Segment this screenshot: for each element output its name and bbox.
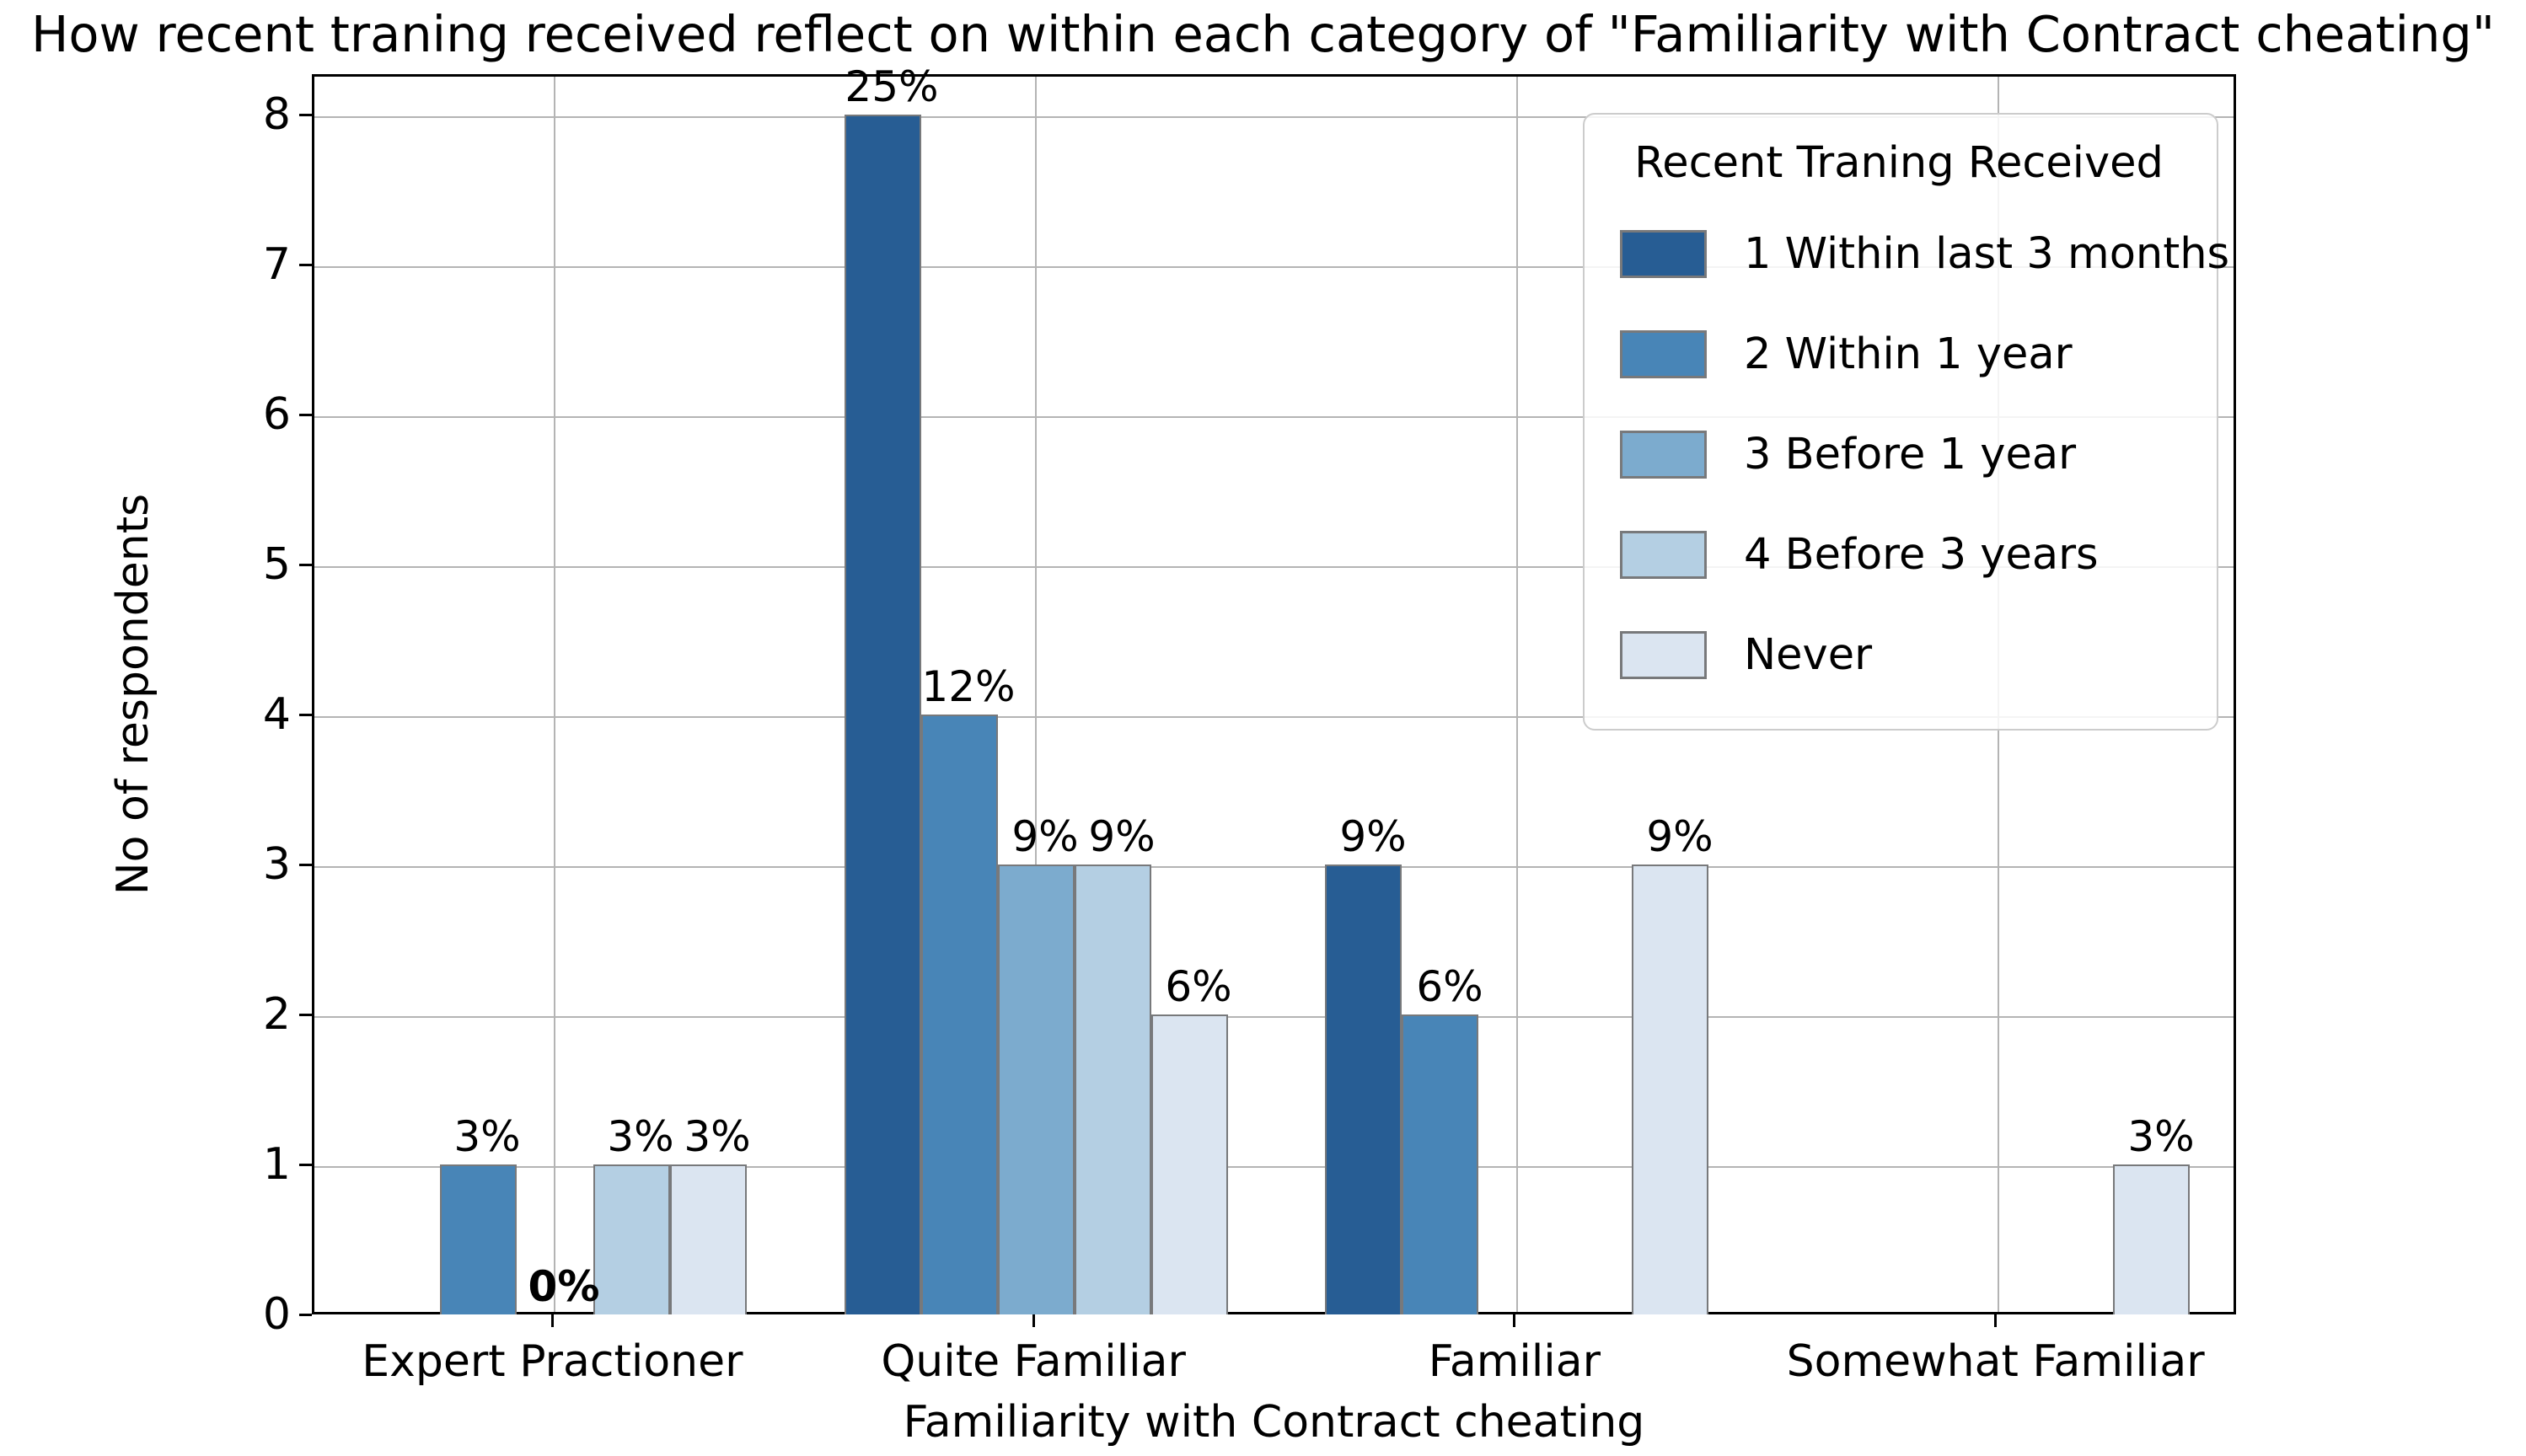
gridline-horizontal [314, 266, 2234, 269]
legend-label: Never [1744, 630, 1873, 680]
legend-label: 3 Before 1 year [1744, 430, 2077, 479]
y-axis-label: No of respondents [108, 493, 158, 896]
bar-value-label: 12% [921, 662, 1016, 711]
bar [1325, 864, 1402, 1314]
legend-label: 1 Within last 3 months [1744, 229, 2230, 279]
legend-entries: 1 Within last 3 months 2 Within 1 year 3 B… [1601, 204, 2229, 705]
y-tick-label: 8 [262, 89, 291, 141]
bar [593, 1164, 670, 1314]
bar-value-label: 3% [2127, 1112, 2195, 1161]
legend-swatch [1620, 531, 1707, 579]
bar-value-label: 9% [1088, 812, 1156, 861]
bar [670, 1164, 747, 1314]
bar-value-label: 25% [845, 62, 939, 111]
gridline-horizontal [314, 416, 2234, 419]
bar [921, 715, 998, 1314]
x-axis-label: Familiarity with Contract cheating [903, 1397, 1645, 1448]
y-tick-label: 5 [262, 539, 291, 591]
bar [998, 864, 1075, 1314]
x-tick-mark [1513, 1314, 1516, 1327]
x-tick-label: Familiar [1428, 1336, 1601, 1387]
bar [440, 1164, 517, 1314]
bar-value-label: 3% [684, 1112, 751, 1161]
y-tick-label: 7 [262, 239, 291, 291]
y-tick-label: 0 [262, 1289, 291, 1340]
legend-label: 4 Before 3 years [1744, 530, 2099, 580]
bar-value-label: 6% [1165, 962, 1232, 1011]
gridline-vertical [1035, 77, 1038, 1312]
legend-box: Recent Traning Received 1 Within last 3 … [1583, 113, 2229, 731]
legend-swatch [1620, 631, 1707, 679]
legend-title: Recent Traning Received [1634, 138, 2164, 188]
legend-swatch [1620, 330, 1707, 378]
y-tick-label: 4 [262, 689, 291, 741]
y-tick-mark [299, 713, 312, 716]
y-tick-mark [299, 113, 312, 116]
y-tick-mark [299, 563, 312, 566]
y-tick-mark [299, 1013, 312, 1016]
y-tick-label: 3 [262, 839, 291, 891]
chart-title: How recent traning received reflect on w… [30, 5, 2495, 63]
gridline-horizontal [314, 566, 2234, 569]
bar [1632, 864, 1708, 1314]
bar-value-label: 6% [1416, 962, 1483, 1011]
y-tick-label: 6 [262, 389, 291, 441]
bar [1151, 1014, 1228, 1314]
gridline-horizontal [314, 1016, 2234, 1018]
legend-entry: 3 Before 1 year [1601, 404, 2196, 505]
gridline-horizontal [314, 866, 2234, 869]
bar-value-label: 9% [1339, 812, 1407, 861]
x-tick-mark [550, 1314, 554, 1327]
bar-value-label: 9% [1011, 812, 1079, 861]
gridline-vertical [554, 77, 556, 1312]
y-tick-label: 2 [262, 989, 291, 1040]
gridline-horizontal [314, 716, 2234, 719]
gridline-vertical [1515, 77, 1518, 1312]
y-tick-mark [299, 263, 312, 266]
y-tick-mark [299, 413, 312, 416]
x-tick-mark [1994, 1314, 1998, 1327]
gridline-horizontal [314, 1166, 2234, 1168]
y-tick-label: 1 [262, 1139, 291, 1190]
bar-value-label: 0% [528, 1262, 600, 1311]
legend-entry: 1 Within last 3 months [1601, 204, 2229, 304]
y-tick-mark [299, 1163, 312, 1166]
legend-swatch [1620, 230, 1707, 278]
x-tick-label: Quite Familiar [881, 1336, 1186, 1387]
legend-entry: Never [1601, 605, 2196, 705]
y-tick-mark [299, 1313, 312, 1316]
x-tick-mark [1032, 1314, 1035, 1327]
legend-entry: 4 Before 3 years [1601, 505, 2196, 605]
legend-label: 2 Within 1 year [1744, 329, 2073, 379]
x-tick-label: Somewhat Familiar [1786, 1336, 2205, 1387]
bar [1402, 1014, 1478, 1314]
bar [2113, 1164, 2190, 1314]
bar [1075, 864, 1151, 1314]
gridline-horizontal [314, 116, 2234, 119]
legend-entry: 2 Within 1 year [1601, 304, 2196, 404]
bar-value-label: 3% [607, 1112, 674, 1161]
x-tick-label: Expert Practioner [362, 1336, 743, 1387]
y-tick-mark [299, 863, 312, 866]
bar-value-label: 3% [453, 1112, 521, 1161]
bar [845, 115, 921, 1314]
bar-value-label: 9% [1646, 812, 1713, 861]
legend-swatch [1620, 431, 1707, 479]
